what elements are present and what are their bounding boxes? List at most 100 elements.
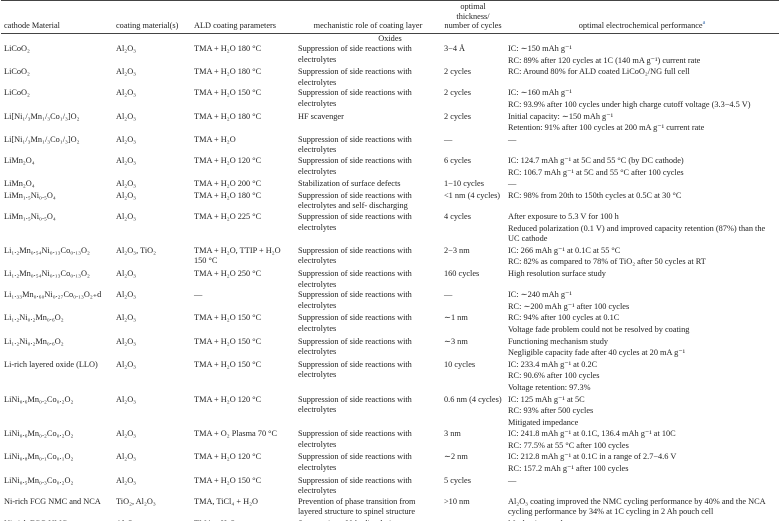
cathode-material: LiMn₂O₄	[4, 179, 35, 189]
cathode-material: LiMn₁.₅Ni₀.₅O₄	[4, 190, 56, 200]
performance-cell: RC: Around 80% for ALD coated LiCoO₂/NG …	[505, 67, 779, 88]
performance-line: RC: 90.6% after 100 cycles	[508, 371, 600, 381]
ald-parameters: TMA + H₂O 150 °C	[194, 88, 262, 98]
ald-parameters: TMA + H₂O 225 °C	[194, 212, 262, 221]
coating-material: Al₂O₃	[116, 190, 137, 200]
coating-role: Suppression of side reactions with elect…	[298, 156, 412, 176]
cathode-material: Li-rich layered oxide (LLO)	[4, 359, 98, 369]
performance-line: RC: 82% as compared to 78% of TiO₂ after…	[508, 257, 706, 267]
thickness: 2 cycles	[444, 111, 471, 121]
coating-material: Al₂O₃	[116, 44, 137, 54]
thickness: —	[441, 519, 505, 521]
coating-role: Suppression of side reactions with elect…	[298, 475, 412, 496]
table-row: Li₁.₃₃Mn₀.₆₀Ni₀.₂₇Co₀.₁₃O₂₊d Al₂O₃ — Suppre…	[1, 290, 779, 313]
ald-parameters: TMA + H₂O 250 °C	[194, 268, 262, 278]
table-row: LiMn₁.₅Ni₀.₅O₄ Al₂O₃ TMA + H₂O 225 °C Suppr…	[1, 212, 779, 246]
cathode-material: Ni-rich FCG NMC	[1, 519, 113, 521]
performance-line: —	[508, 475, 517, 485]
ald-parameters: TMA + H₂O	[194, 134, 236, 144]
table-row: LiMn₂O₄ Al₂O₃ TMA + H₂O 120 °C Suppression …	[1, 156, 779, 179]
header-cell: mechanistic role of coating layer	[295, 0, 441, 34]
coating-material: Al₂O₃	[116, 111, 137, 121]
coating-role: Suppression of side reactions with elect…	[298, 359, 412, 380]
header-text: optimal electrochemical performance	[578, 21, 703, 30]
cathode-material: LiNi₀.₆Mn₀.₂Co₀.₂O₂	[4, 429, 74, 439]
performance-cell: IC: 125 mAh g⁻¹ at 5C RC: 93% after 500 c…	[505, 395, 779, 430]
ald-parameters: TMA + H₂O 180 °C	[194, 67, 262, 77]
cathode-material: Li₁.₂Ni₀.₂Mn₀.₆O₂	[4, 313, 64, 323]
cathode-material: Li₁.₂Mn₀.₅₄Ni₀.₁₃Co₀.₁₃O₂	[4, 245, 90, 255]
performance-line: IC: 266 mAh g⁻¹ at 0.1C at 55 °C	[508, 245, 621, 255]
coating-role: Suppression of side reactions with elect…	[298, 190, 412, 211]
ald-parameters: TMA, TiCl₄ + H₂O	[194, 496, 258, 506]
ald-parameters: TMA + H₂O 120 °C	[194, 452, 262, 462]
footnote-marker: a	[702, 20, 706, 27]
ald-parameters: TMA + H₂O 200 °C	[194, 179, 262, 189]
ald-parameters: TMA + H₂O, TTIP + H₂O 150 °C	[194, 245, 281, 266]
coating-material: Al₂O₃	[116, 336, 137, 346]
performance-cell: IC: 212.8 mAh g⁻¹ at 0.1C in a range of …	[505, 452, 779, 475]
coating-role: Stabilization of surface defects	[298, 179, 401, 189]
header-cell: coating material(s)	[113, 0, 191, 34]
coating-role: Suppression of side reactions with elect…	[298, 245, 412, 266]
cathode-material: Li[Ni₁/₃Mn₁/₃Co₁/₃]O₂	[4, 134, 80, 144]
coating-role: Suppression of side reactions with elect…	[298, 336, 412, 357]
cathode-material: LiNi₀.₅Mn₀.₃Co₀.₂O₂	[4, 475, 74, 485]
thickness: —	[444, 290, 453, 300]
table-row: Li-rich layered oxide (LLO) Al₂O₃ TMA + H₂…	[1, 360, 779, 395]
coating-material: Al₂O₃	[116, 290, 137, 300]
performance-cell: IC: 124.7 mAh g⁻¹ at 5C and 55 °C (by DC…	[505, 156, 779, 179]
table-row: Li₁.₂Mn₀.₅₄Ni₀.₁₃Co₀.₁₃O₂ Al₂O₃ TMA + H₂O …	[1, 269, 779, 290]
performance-cell: Functioning mechanism study Negligible ca…	[505, 337, 779, 360]
table-row: LiNi₀.₅Mn₀.₃Co₀.₂O₂ Al₂O₃ TMA + H₂O 150 °C…	[1, 476, 779, 497]
table-row: LiCoO₂ Al₂O₃ TMA + H₂O 180 °C Suppression o…	[1, 67, 779, 88]
coating-material: Al₂O₃	[116, 394, 137, 404]
performance-line: Reduced polarization (0.1 V) and improve…	[508, 223, 766, 244]
coating-material: Al₂O₃	[116, 268, 137, 278]
cathode-material: Ni-rich FCG NMC and NCA	[4, 496, 101, 506]
section-label: Oxides	[378, 33, 402, 43]
coating-material: Al₂O₃	[116, 429, 137, 439]
coating-role: Suppression of side reactions with elect…	[298, 394, 412, 415]
performance-line: —	[508, 134, 517, 144]
performance-cell: —	[505, 179, 779, 191]
table-row: Li[Ni₁/₃Mn₁/₃Co₁/₃]O₂ Al₂O₃ TMA + H₂O 180 …	[1, 112, 779, 135]
thickness: 160 cycles	[444, 268, 480, 278]
performance-cell: IC: 233.4 mAh g⁻¹ at 0.2C RC: 90.6% after…	[505, 360, 779, 395]
cathode-material: Li₁.₂Ni₀.₂Mn₀.₆O₂	[4, 336, 64, 346]
thickness: >10 nm	[444, 496, 470, 506]
ald-parameters: TMA + H₂O 180 °C	[194, 111, 262, 121]
table-row: LiMn₂O₄ Al₂O₃ TMA + H₂O 200 °C Stabilizatio…	[1, 179, 779, 191]
ald-parameters: TMA + H₂O 150 °C	[194, 336, 262, 346]
performance-cell: IC: ∼160 mAh g⁻¹ RC: 93.9% after 100 cycl…	[505, 88, 779, 111]
table-row: LiCoO₂ Al₂O₃ TMA + H₂O 180 °C Suppression o…	[1, 44, 779, 67]
performance-line: IC: ∼150 mAh g⁻¹	[508, 44, 572, 54]
performance-line: RC: Around 80% for ALD coated LiCoO₂/NG …	[508, 67, 690, 77]
thickness: ∼2 nm	[444, 452, 468, 462]
performance-line: RC: ∼200 mAh g⁻¹ after 100 cycles	[508, 301, 630, 311]
thickness: ∼1 nm	[444, 313, 468, 323]
performance-line: IC: 241.8 mAh g⁻¹ at 0.1C, 136.4 mAh g⁻¹…	[508, 429, 676, 439]
performance-line: Functioning mechanism study	[508, 336, 609, 346]
thickness: 5 cycles	[444, 475, 471, 485]
performance-line: IC: 124.7 mAh g⁻¹ at 5C and 55 °C (by DC…	[508, 156, 684, 166]
thickness: 2−3 nm	[444, 245, 470, 255]
section-row: Oxides	[1, 33, 779, 44]
thickness: 3 nm	[444, 429, 461, 439]
cathode-material: LiCoO₂	[4, 88, 30, 98]
performance-cell: IC: 241.8 mAh g⁻¹ at 0.1C, 136.4 mAh g⁻¹…	[505, 429, 779, 452]
cathode-material: LiCoO₂	[4, 67, 30, 77]
performance-line: RC: 157.2 mAh g⁻¹ after 100 cycles	[508, 464, 629, 474]
ald-parameters: TMA + H₂O 150 °C	[194, 359, 262, 369]
coating-role: Suppression of side reactions with elect…	[298, 452, 412, 473]
performance-line: Negligible capacity fade after 40 cycles…	[508, 348, 686, 358]
performance-cell: Initial capacity: ∼150 mAh g⁻¹ Retention:…	[505, 112, 779, 135]
ald-parameters: —	[194, 290, 203, 300]
performance-line: IC: ∼160 mAh g⁻¹	[508, 88, 572, 98]
performance-line: After exposure to 5.3 V for 100 h	[508, 212, 619, 221]
table-row: Li₁.₂Ni₀.₂Mn₀.₆O₂ Al₂O₃ TMA + H₂O 150 °C Su…	[1, 337, 779, 360]
performance-cell: RC: 94% after 100 cycles at 0.1C Voltage …	[505, 313, 779, 336]
header-row: cathode Material coating material(s) ALD…	[1, 0, 779, 34]
coating-material: Al₂O₃, TiO₂	[116, 245, 157, 255]
